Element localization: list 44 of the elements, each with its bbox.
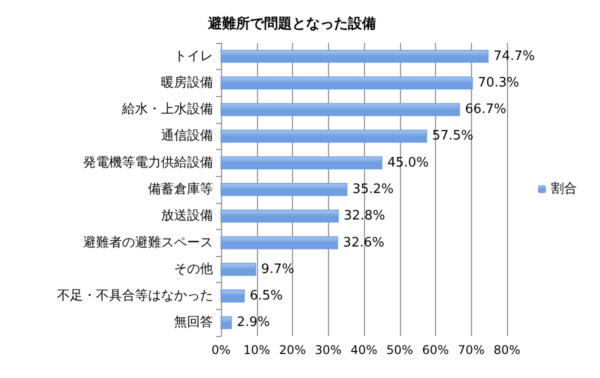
data-label: 9.7% <box>261 262 294 277</box>
data-label: 57.5% <box>432 128 474 144</box>
y-tick-label: 暖房設備 <box>161 74 213 90</box>
data-label: 70.3% <box>478 75 520 90</box>
data-label: 66.7% <box>464 102 506 118</box>
bar <box>220 156 382 170</box>
bar <box>220 210 339 223</box>
y-tick-label: その他 <box>174 262 213 277</box>
bar <box>220 236 338 250</box>
bar <box>220 262 256 276</box>
bar <box>220 316 232 330</box>
bar <box>220 290 245 303</box>
x-tick-label: 80% <box>494 343 520 357</box>
bar <box>220 103 460 116</box>
legend-label: 割合 <box>551 182 577 196</box>
data-label: 32.6% <box>343 235 384 250</box>
data-label: 6.5% <box>250 288 283 304</box>
x-tick-label: 0% <box>211 343 231 357</box>
x-tick-label: 20% <box>279 343 306 357</box>
chart-title: 避難所で問題となった設備 <box>207 15 376 32</box>
y-tick-label: 通信設備 <box>161 128 213 144</box>
y-tick-label: 放送設備 <box>161 208 213 224</box>
x-tick-label: 30% <box>314 343 342 357</box>
bar <box>220 76 473 90</box>
bar <box>220 130 428 143</box>
x-tick-label: 50% <box>386 343 414 357</box>
y-tick-label: 無回答 <box>174 315 213 330</box>
x-tick-label: 10% <box>243 343 270 357</box>
data-label: 32.8% <box>344 208 386 224</box>
y-tick-label: 備蓄倉庫等 <box>148 181 213 197</box>
x-tick-label: 60% <box>422 343 449 357</box>
y-tick-label: 発電機等電力供給設備 <box>83 155 213 170</box>
x-tick-label: 40% <box>350 343 378 357</box>
x-tick-label: 70% <box>458 343 485 357</box>
y-tick-label: 避難者の避難スペース <box>83 235 213 250</box>
data-label: 35.2% <box>352 182 394 197</box>
data-label: 45.0% <box>387 155 429 170</box>
y-tick-label: 不足・不具合等はなかった <box>57 288 213 304</box>
bar <box>220 183 348 196</box>
data-label: 74.7% <box>494 48 535 64</box>
y-tick-label: 給水・上水設備 <box>121 102 213 118</box>
y-tick-label: トイレ <box>174 48 213 64</box>
bar <box>220 50 489 63</box>
data-label: 2.9% <box>236 315 270 330</box>
